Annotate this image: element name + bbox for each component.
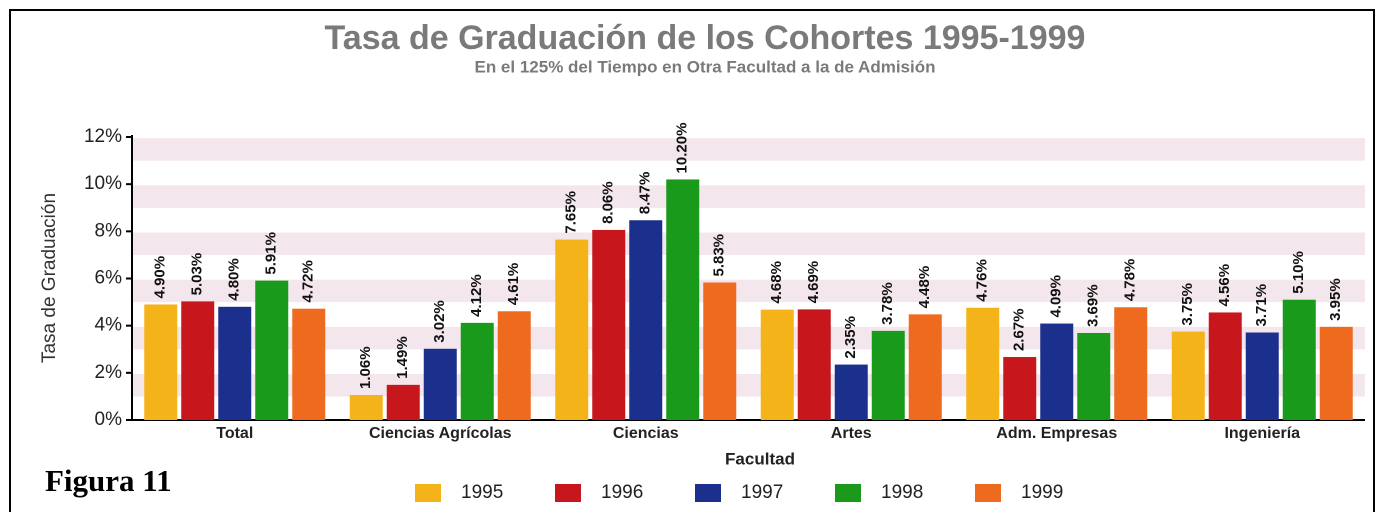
bar bbox=[1114, 307, 1148, 420]
bar bbox=[797, 309, 831, 420]
bar bbox=[292, 308, 326, 420]
bar bbox=[255, 280, 289, 420]
value-label: 7.65% bbox=[563, 191, 580, 234]
bar bbox=[144, 304, 178, 420]
value-label: 4.69% bbox=[805, 261, 822, 304]
chart-title: Tasa de Graduación de los Cohortes 1995-… bbox=[325, 19, 1086, 57]
y-tick-label: 10% bbox=[84, 173, 122, 194]
value-label: 1.49% bbox=[394, 336, 411, 379]
grid-stripe bbox=[132, 236, 1365, 255]
value-label: 10.20% bbox=[674, 123, 691, 174]
value-label: 5.91% bbox=[263, 232, 280, 275]
legend-label: 1996 bbox=[601, 482, 643, 503]
legend-swatch bbox=[695, 484, 721, 502]
value-label: 4.90% bbox=[152, 256, 169, 299]
x-axis-title: Facultad bbox=[725, 449, 795, 468]
bar bbox=[966, 307, 1000, 420]
bar bbox=[629, 220, 663, 420]
x-tick-label: Total bbox=[216, 425, 253, 442]
value-label: 4.48% bbox=[916, 266, 933, 309]
bar bbox=[1040, 323, 1074, 420]
value-label: 4.78% bbox=[1122, 259, 1139, 302]
grid-stripe bbox=[132, 188, 1365, 208]
legend-swatch bbox=[975, 484, 1001, 502]
value-label: 5.10% bbox=[1290, 251, 1307, 294]
bar bbox=[834, 364, 868, 420]
y-tick-label: 12% bbox=[84, 126, 122, 147]
bar bbox=[460, 322, 494, 420]
y-tick-label: 4% bbox=[95, 315, 123, 336]
value-label: 4.09% bbox=[1048, 275, 1065, 318]
bar bbox=[1171, 331, 1205, 420]
grid-stripe bbox=[132, 283, 1365, 303]
y-tick-label: 8% bbox=[95, 220, 123, 241]
x-tick-label: Ingeniería bbox=[1224, 425, 1300, 442]
value-label: 3.02% bbox=[431, 300, 448, 343]
x-tick-label: Adm. Empresas bbox=[996, 425, 1117, 442]
value-label: 3.78% bbox=[879, 282, 896, 325]
value-label: 4.76% bbox=[974, 259, 991, 302]
legend-label: 1995 bbox=[461, 482, 503, 503]
bar bbox=[1245, 332, 1279, 420]
value-label: 4.80% bbox=[226, 258, 243, 301]
bar bbox=[666, 179, 700, 420]
legend-swatch bbox=[835, 484, 861, 502]
value-label: 3.75% bbox=[1179, 283, 1196, 326]
value-label: 8.06% bbox=[600, 181, 617, 224]
value-label: 5.03% bbox=[189, 253, 206, 296]
bar bbox=[555, 239, 589, 420]
bar bbox=[349, 395, 383, 420]
bar bbox=[760, 309, 794, 420]
y-tick-label: 6% bbox=[95, 268, 123, 289]
y-axis-title: Tasa de Graduación bbox=[39, 193, 60, 363]
legend-label: 1999 bbox=[1021, 482, 1063, 503]
x-tick-label: Ciencias Agrícolas bbox=[369, 425, 512, 442]
y-tick-label: 2% bbox=[95, 362, 123, 383]
value-label: 3.71% bbox=[1253, 284, 1270, 327]
legend-label: 1997 bbox=[741, 482, 783, 503]
x-tick-label: Artes bbox=[831, 425, 872, 442]
value-label: 5.83% bbox=[711, 234, 728, 277]
value-label: 2.35% bbox=[842, 316, 859, 359]
legend-swatch bbox=[555, 484, 581, 502]
bar bbox=[592, 229, 626, 420]
y-tick-label: 0% bbox=[95, 409, 123, 430]
bar bbox=[1003, 357, 1037, 420]
value-label: 4.72% bbox=[300, 260, 317, 303]
bar bbox=[181, 301, 215, 420]
bar bbox=[423, 348, 457, 420]
value-label: 3.95% bbox=[1327, 278, 1344, 321]
figure-caption: Figura 11 bbox=[45, 463, 172, 498]
legend-swatch bbox=[415, 484, 441, 502]
bar bbox=[703, 282, 737, 420]
bar bbox=[1208, 312, 1242, 420]
value-label: 4.61% bbox=[505, 263, 522, 306]
bar bbox=[908, 314, 942, 420]
x-tick-label: Ciencias bbox=[613, 425, 679, 442]
value-label: 1.06% bbox=[357, 346, 374, 389]
legend-label: 1998 bbox=[881, 482, 923, 503]
value-label: 3.69% bbox=[1085, 284, 1102, 327]
bar bbox=[1077, 332, 1111, 420]
value-label: 4.68% bbox=[768, 261, 785, 304]
bar bbox=[497, 311, 531, 420]
value-label: 4.12% bbox=[468, 274, 485, 317]
grid-stripe bbox=[132, 141, 1365, 161]
bar bbox=[1319, 326, 1353, 420]
bar bbox=[1282, 299, 1316, 420]
value-label: 8.47% bbox=[637, 172, 654, 215]
bar bbox=[218, 306, 252, 420]
bar bbox=[871, 330, 905, 420]
value-label: 2.67% bbox=[1011, 308, 1028, 351]
bar bbox=[386, 384, 420, 420]
value-label: 4.56% bbox=[1216, 264, 1233, 307]
chart-subtitle: En el 125% del Tiempo en Otra Facultad a… bbox=[474, 57, 935, 76]
